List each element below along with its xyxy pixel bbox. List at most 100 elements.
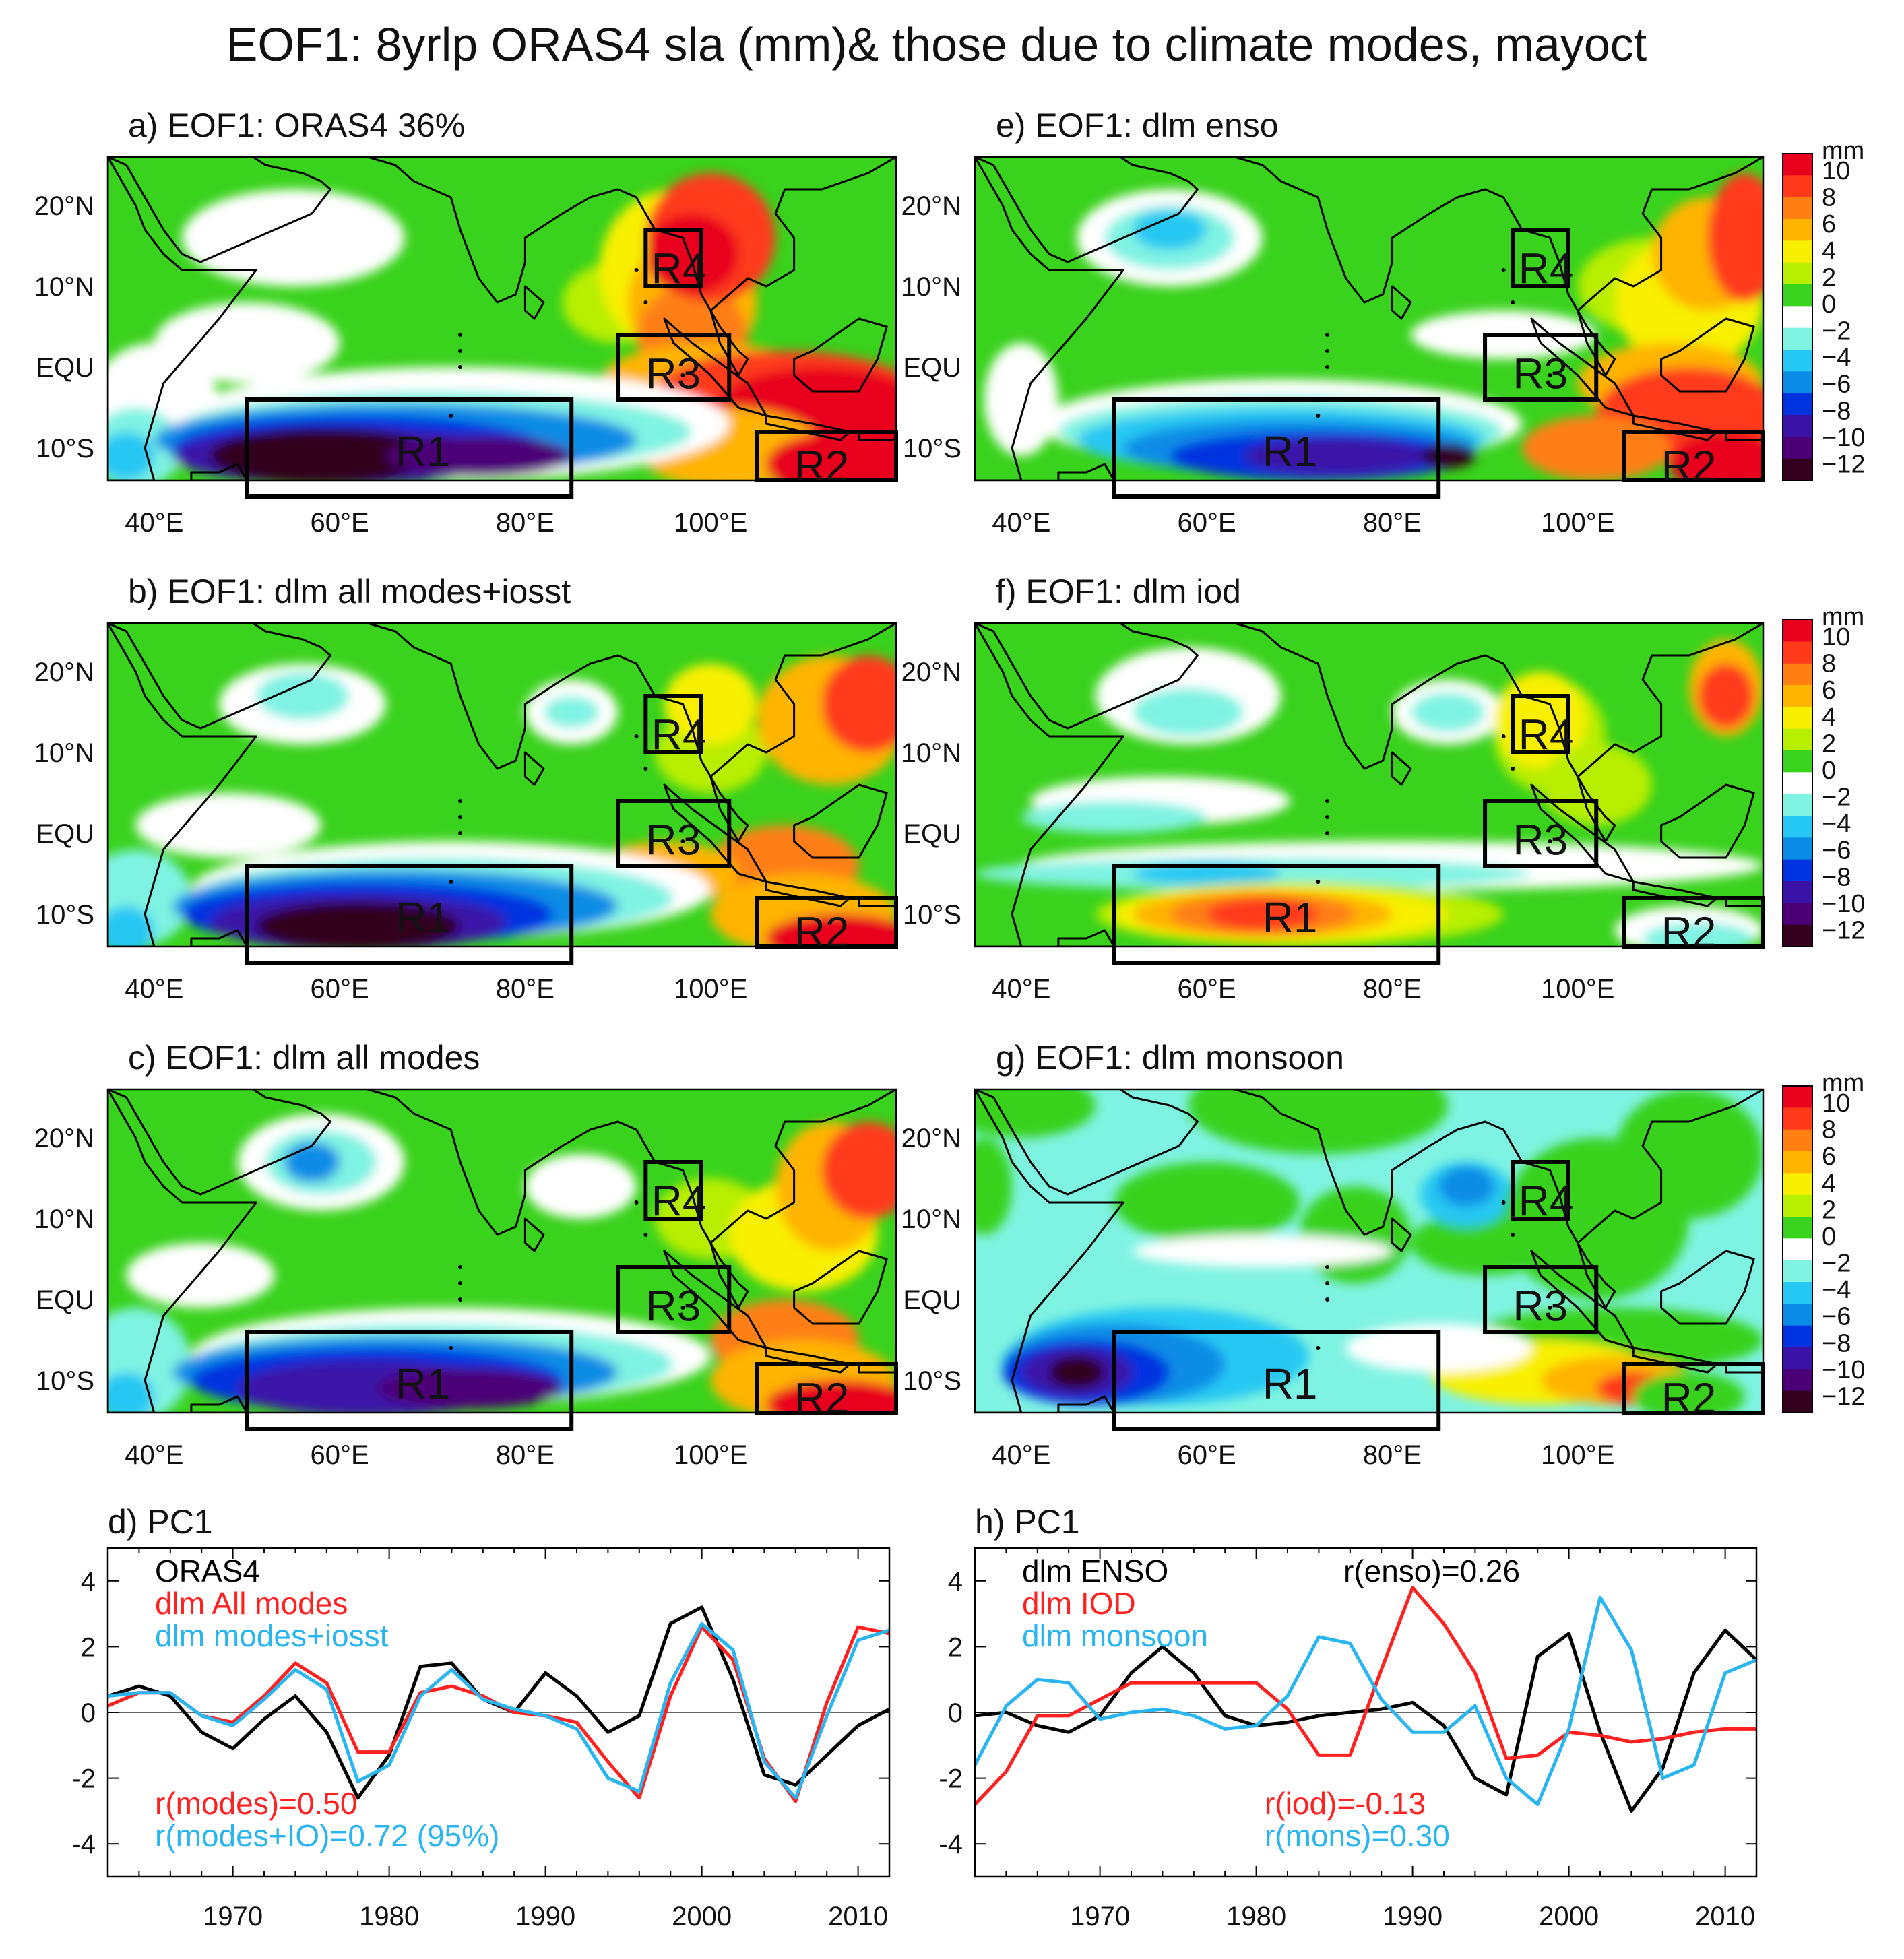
coastline bbox=[1231, 157, 1763, 377]
contour-blob bbox=[1540, 744, 1652, 825]
coastline bbox=[975, 1089, 1124, 1413]
colorbar-level-label: −10 bbox=[1822, 424, 1865, 452]
contour-blob bbox=[1614, 1089, 1763, 1219]
lon-tick-label: 40°E bbox=[125, 508, 183, 538]
map-frame bbox=[974, 622, 1765, 948]
coastline bbox=[108, 1089, 331, 1196]
contour-blob bbox=[1438, 1166, 1494, 1207]
region-box-r4 bbox=[643, 228, 703, 288]
region-label-r3: R3 bbox=[645, 1282, 701, 1330]
region-label-r1: R1 bbox=[1263, 893, 1318, 942]
contour-blob bbox=[1114, 1162, 1300, 1243]
colorbar-level-label: 4 bbox=[1822, 703, 1836, 732]
chart-frame bbox=[106, 1547, 891, 1878]
panel-c-title: c) EOF1: dlm all modes bbox=[128, 1039, 480, 1077]
colorbar-swatch bbox=[1783, 1260, 1812, 1283]
chart-title: h) PC1 bbox=[975, 1503, 1080, 1541]
region-label-r4: R4 bbox=[652, 711, 707, 759]
colorbar-level-label: −6 bbox=[1822, 1303, 1851, 1331]
coastline bbox=[663, 1250, 767, 1349]
island-dot bbox=[458, 349, 463, 353]
contour-blob bbox=[1244, 437, 1430, 475]
colorbar-swatch bbox=[1783, 1151, 1812, 1174]
coastline bbox=[663, 783, 767, 883]
colorbar-swatch bbox=[1783, 1390, 1812, 1413]
coastline bbox=[793, 783, 888, 859]
colorbar-swatch bbox=[1783, 750, 1812, 773]
panel-f-title: f) EOF1: dlm iod bbox=[996, 573, 1241, 610]
map-frame bbox=[106, 622, 897, 948]
colorbar-level-label: −4 bbox=[1822, 1276, 1851, 1304]
island-dot bbox=[1325, 333, 1330, 337]
colorbar-swatch bbox=[1783, 1304, 1812, 1326]
colorbar-frame bbox=[1782, 153, 1813, 481]
region-box-r4 bbox=[1511, 694, 1570, 754]
colorbar-swatch bbox=[1783, 437, 1812, 459]
colorbar-swatch bbox=[1783, 197, 1812, 220]
island-dot bbox=[1316, 1346, 1321, 1350]
lon-tick-label: 100°E bbox=[674, 974, 747, 1004]
island-dot bbox=[458, 1265, 463, 1269]
colorbar-swatch bbox=[1783, 1194, 1812, 1217]
lon-tick-label: 80°E bbox=[1363, 974, 1422, 1004]
colorbar-level-label: −10 bbox=[1822, 1356, 1865, 1384]
contour-blob bbox=[135, 793, 321, 858]
lat-tick-label: 20°N bbox=[34, 657, 94, 687]
x-tick-label: 1970 bbox=[203, 1902, 263, 1931]
colorbar-swatch bbox=[1783, 1325, 1812, 1348]
colorbar-level-label: −2 bbox=[1822, 783, 1851, 812]
island-dot bbox=[680, 373, 685, 377]
y-tick-label: -2 bbox=[71, 1764, 96, 1794]
lat-tick-label: 10°N bbox=[34, 272, 94, 302]
colorbar-level-label: 4 bbox=[1822, 237, 1836, 265]
contour-blob bbox=[1049, 1356, 1105, 1388]
colorbar-level-label: −12 bbox=[1822, 916, 1865, 944]
coastline bbox=[1231, 1089, 1763, 1309]
colorbar-level-label: 4 bbox=[1822, 1169, 1836, 1198]
colorbar-swatch bbox=[1783, 728, 1812, 751]
lat-tick-label: 10°S bbox=[36, 1366, 94, 1396]
legend-entry: ORAS4 bbox=[155, 1553, 260, 1588]
colorbar-unit: mm bbox=[1822, 603, 1864, 631]
region-label-r2: R2 bbox=[1661, 907, 1717, 956]
lat-tick-label: EQU bbox=[36, 819, 94, 849]
lon-tick-label: 80°E bbox=[1363, 1440, 1422, 1470]
region-box-r1 bbox=[245, 1330, 574, 1431]
island-dot bbox=[1325, 1281, 1330, 1285]
island-dot bbox=[1325, 349, 1330, 353]
region-box-r1 bbox=[245, 864, 574, 965]
lon-tick-label: 60°E bbox=[1178, 974, 1236, 1004]
island-dot bbox=[458, 831, 463, 835]
region-box-r3 bbox=[616, 799, 732, 868]
lon-tick-label: 60°E bbox=[311, 1440, 369, 1470]
island-dot bbox=[634, 268, 639, 272]
coastline bbox=[364, 157, 896, 377]
contour-blob bbox=[664, 664, 757, 744]
region-box-r3 bbox=[1483, 799, 1599, 868]
island-dot bbox=[643, 300, 648, 304]
contour-blob bbox=[525, 1154, 637, 1219]
coastline bbox=[108, 623, 257, 946]
island-dot bbox=[1325, 365, 1330, 369]
colorbar-swatch bbox=[1783, 1238, 1812, 1261]
coastline bbox=[364, 623, 896, 843]
contour-blob bbox=[1420, 444, 1476, 468]
y-tick-label: -4 bbox=[71, 1830, 96, 1859]
x-tick-label: 2010 bbox=[828, 1902, 888, 1931]
map-panel-g: R1 R2 R3 R4 20°N 10°N EQU 10°S 40°E 60°E 80°E 100°E bbox=[901, 1088, 1765, 1470]
map-panel-a: R1 R2 R3 R4 20°N 10°N EQU 10°S 40°E 60°E 80°E 100°E bbox=[34, 156, 898, 538]
contour-blob bbox=[975, 1089, 1096, 1138]
x-tick-label: 2010 bbox=[1695, 1902, 1755, 1931]
colorbar-level-label: 8 bbox=[1822, 1116, 1836, 1145]
contour-field bbox=[984, 173, 1763, 480]
lat-tick-label: 10°N bbox=[901, 1205, 961, 1234]
x-tick-label: 2000 bbox=[672, 1902, 732, 1931]
region-label-r1: R1 bbox=[395, 893, 451, 942]
colorbar-level-label: −12 bbox=[1822, 1382, 1865, 1411]
coastline bbox=[108, 157, 257, 480]
colorbar-level-label: 6 bbox=[1822, 210, 1836, 238]
colorbar-swatch bbox=[1783, 903, 1812, 926]
coastline bbox=[975, 157, 1199, 263]
contour-field bbox=[108, 655, 896, 946]
colorbar-level-label: −8 bbox=[1822, 1329, 1851, 1357]
